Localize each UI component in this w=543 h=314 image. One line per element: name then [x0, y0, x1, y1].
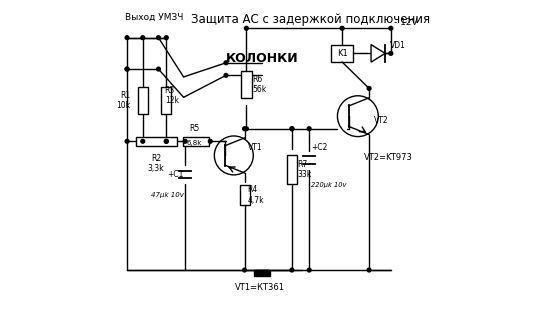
Text: +C1: +C1 [167, 170, 184, 179]
Text: VT2=KT973: VT2=KT973 [364, 153, 413, 161]
Circle shape [184, 139, 187, 143]
Text: R6
56k: R6 56k [252, 75, 266, 95]
Circle shape [165, 36, 168, 40]
Circle shape [243, 127, 247, 131]
Circle shape [156, 67, 160, 71]
Circle shape [307, 268, 311, 272]
Circle shape [243, 268, 247, 272]
Circle shape [224, 73, 228, 77]
Circle shape [389, 26, 393, 30]
Circle shape [244, 127, 248, 131]
Text: R7
33k: R7 33k [298, 160, 312, 179]
Circle shape [367, 268, 371, 272]
Text: R5: R5 [190, 124, 200, 133]
Text: K1: K1 [337, 49, 348, 58]
Text: +C2: +C2 [311, 143, 327, 152]
Circle shape [125, 36, 129, 40]
Text: VD1: VD1 [390, 41, 406, 50]
Bar [137, 87, 148, 114]
Text: R4
4,7k: R4 4,7k [248, 185, 264, 205]
Text: R1
10k: R1 10k [116, 91, 130, 110]
Bar [241, 71, 251, 98]
Circle shape [290, 127, 294, 131]
Circle shape [125, 67, 129, 71]
Circle shape [290, 268, 294, 272]
Text: Выход УМЗЧ: Выход УМЗЧ [125, 13, 184, 22]
Text: 220µk 10v: 220µk 10v [311, 182, 346, 188]
Text: Защита АС с задержкой подключения: Защита АС с задержкой подключения [191, 13, 430, 25]
Text: VT1=КТ361: VT1=КТ361 [235, 283, 286, 292]
Bar [287, 155, 297, 184]
Circle shape [340, 26, 344, 30]
Bar [183, 137, 210, 146]
Circle shape [389, 51, 393, 55]
Bar [239, 185, 250, 205]
Circle shape [244, 26, 248, 30]
Bar [161, 87, 172, 114]
Text: 6,8k: 6,8k [187, 140, 202, 146]
Bar [254, 270, 270, 276]
Text: VT1: VT1 [248, 143, 262, 152]
Circle shape [125, 67, 129, 71]
Circle shape [290, 127, 294, 131]
Text: R2
3,3k: R2 3,3k [148, 154, 165, 173]
Circle shape [307, 127, 311, 131]
Text: R3
12k: R3 12k [165, 86, 179, 106]
Circle shape [141, 139, 144, 143]
Text: 47µk 10v: 47µk 10v [151, 192, 184, 198]
Polygon shape [371, 45, 385, 62]
Circle shape [224, 61, 228, 65]
Circle shape [165, 139, 168, 143]
Text: - 12V: - 12V [394, 18, 418, 27]
Circle shape [141, 36, 144, 40]
Circle shape [165, 139, 168, 143]
Bar [136, 137, 176, 146]
Text: VT2: VT2 [374, 116, 389, 125]
Circle shape [156, 36, 160, 40]
Text: КОЛОНКИ: КОЛОНКИ [226, 51, 299, 65]
Circle shape [125, 139, 129, 143]
Bar [331, 45, 353, 62]
Circle shape [367, 86, 371, 90]
Circle shape [209, 139, 212, 143]
